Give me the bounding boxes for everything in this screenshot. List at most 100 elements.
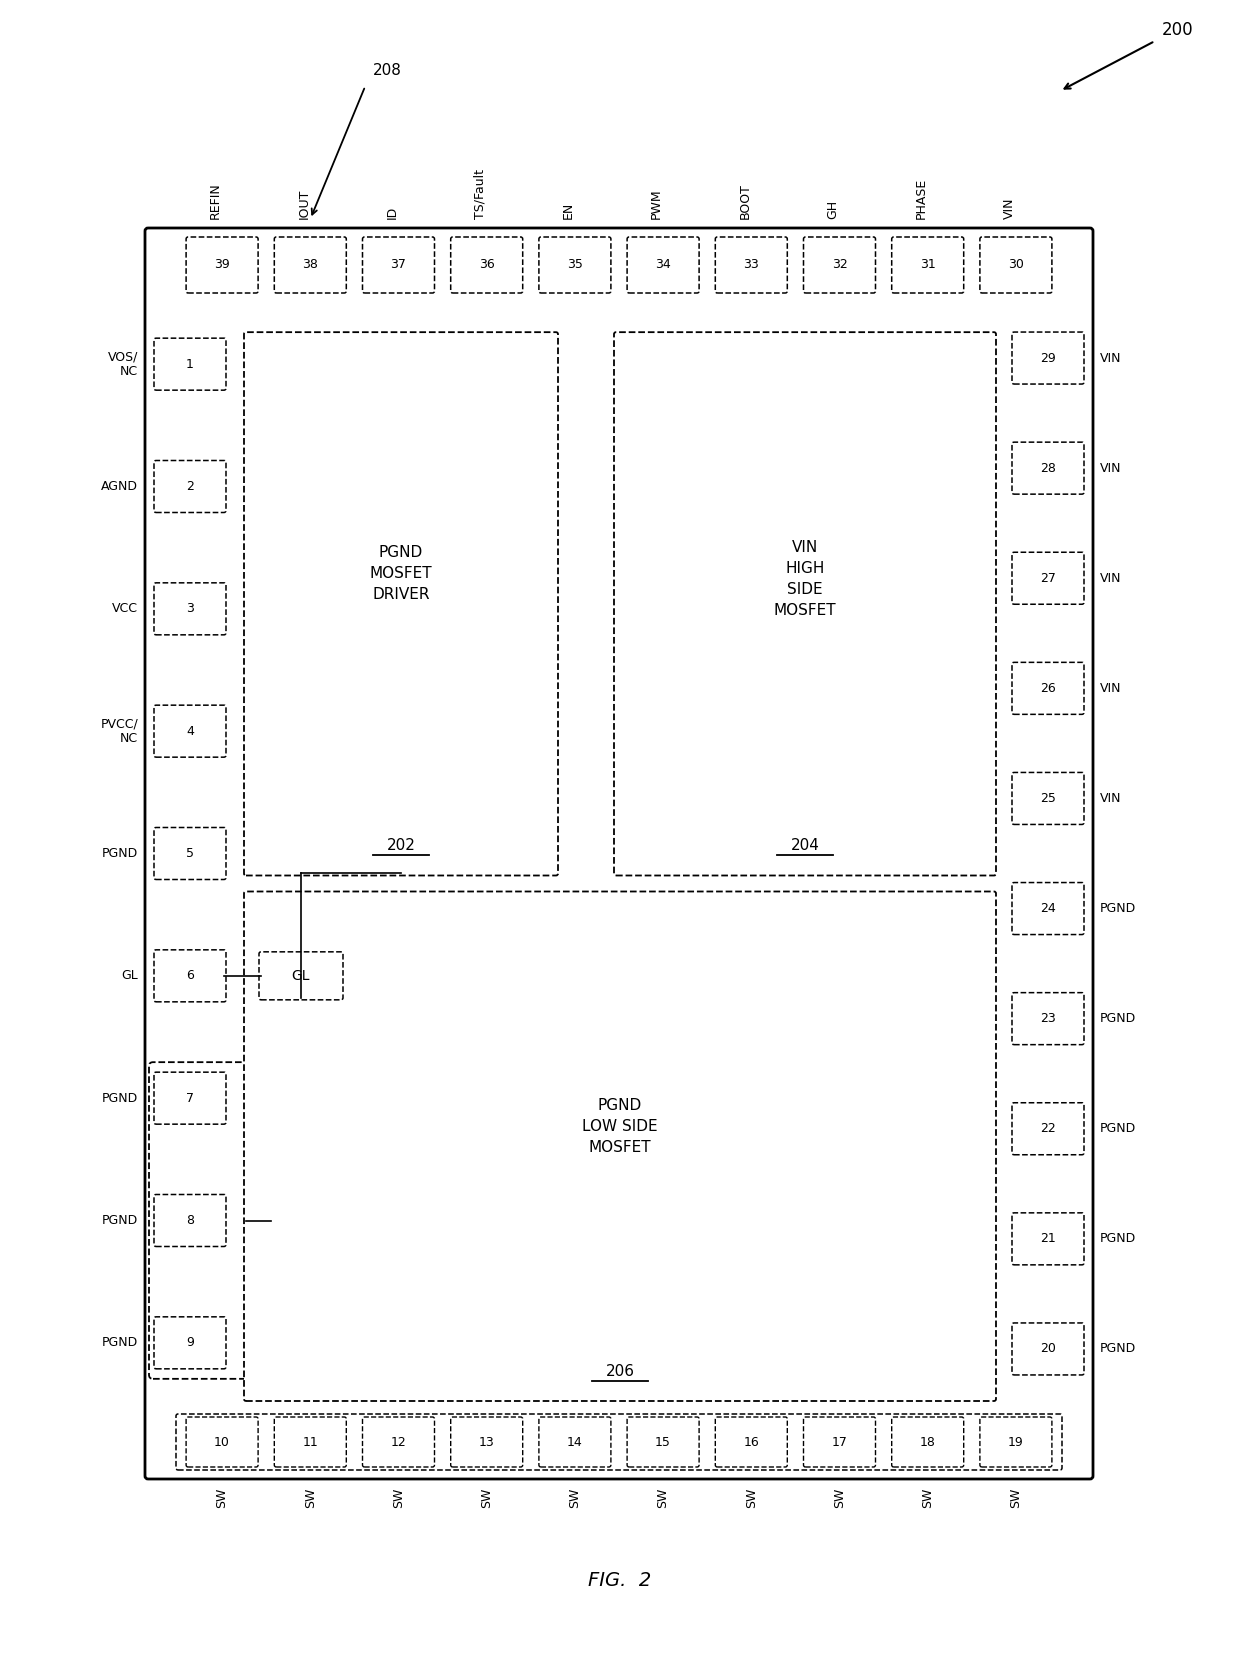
FancyBboxPatch shape [1012, 1322, 1084, 1375]
Text: VOS/
NC: VOS/ NC [108, 350, 138, 379]
Text: 28: 28 [1040, 462, 1056, 475]
Text: 34: 34 [655, 259, 671, 271]
FancyBboxPatch shape [154, 827, 226, 880]
Text: SW: SW [216, 1488, 228, 1508]
Text: SW: SW [568, 1488, 582, 1508]
FancyBboxPatch shape [627, 238, 699, 292]
Text: 2: 2 [186, 480, 193, 493]
Text: SW: SW [480, 1488, 494, 1508]
FancyBboxPatch shape [1012, 663, 1084, 714]
Text: 200: 200 [1162, 22, 1194, 38]
Text: PGND
MOSFET
DRIVER: PGND MOSFET DRIVER [370, 545, 433, 603]
FancyBboxPatch shape [154, 460, 226, 513]
Text: 24: 24 [1040, 902, 1056, 915]
Text: 18: 18 [920, 1435, 936, 1448]
Text: 1: 1 [186, 357, 193, 370]
Text: PGND: PGND [1100, 1232, 1136, 1246]
Text: PGND: PGND [102, 1214, 138, 1227]
FancyBboxPatch shape [980, 1417, 1052, 1467]
FancyBboxPatch shape [804, 238, 875, 292]
FancyBboxPatch shape [1012, 332, 1084, 384]
FancyBboxPatch shape [154, 339, 226, 390]
Text: 39: 39 [215, 259, 229, 271]
FancyBboxPatch shape [1012, 551, 1084, 605]
Text: VIN: VIN [1003, 198, 1016, 219]
Text: ID: ID [386, 206, 398, 219]
Text: 202: 202 [387, 839, 415, 854]
FancyBboxPatch shape [176, 1414, 1061, 1470]
Text: 4: 4 [186, 724, 193, 737]
Text: 23: 23 [1040, 1012, 1056, 1025]
Text: VIN: VIN [1100, 352, 1121, 364]
FancyBboxPatch shape [259, 952, 343, 1000]
Text: VIN: VIN [1100, 462, 1121, 475]
FancyBboxPatch shape [1012, 882, 1084, 935]
Text: PGND: PGND [1100, 902, 1136, 915]
Text: PGND: PGND [102, 847, 138, 860]
Text: SW: SW [1009, 1488, 1023, 1508]
Text: 15: 15 [655, 1435, 671, 1448]
FancyBboxPatch shape [154, 1071, 226, 1124]
Text: SW: SW [833, 1488, 846, 1508]
Text: 6: 6 [186, 970, 193, 982]
Text: 9: 9 [186, 1337, 193, 1349]
FancyBboxPatch shape [186, 1417, 258, 1467]
Text: REFIN: REFIN [210, 183, 222, 219]
Text: 204: 204 [791, 839, 820, 854]
FancyBboxPatch shape [154, 1194, 226, 1246]
Text: 16: 16 [744, 1435, 759, 1448]
FancyBboxPatch shape [980, 238, 1052, 292]
Text: VIN
HIGH
SIDE
MOSFET: VIN HIGH SIDE MOSFET [774, 540, 836, 618]
Text: PGND
LOW SIDE
MOSFET: PGND LOW SIDE MOSFET [583, 1098, 657, 1154]
Text: 37: 37 [391, 259, 407, 271]
Text: PGND: PGND [1100, 1342, 1136, 1355]
Text: VIN: VIN [1100, 792, 1121, 806]
Text: AGND: AGND [100, 480, 138, 493]
Text: 29: 29 [1040, 352, 1056, 364]
FancyBboxPatch shape [892, 238, 963, 292]
Text: 11: 11 [303, 1435, 319, 1448]
FancyBboxPatch shape [892, 1417, 963, 1467]
Text: 5: 5 [186, 847, 193, 860]
Text: GL: GL [122, 970, 138, 982]
Text: PWM: PWM [650, 188, 663, 219]
Text: VIN: VIN [1100, 683, 1121, 694]
Text: 208: 208 [373, 63, 402, 78]
Text: BOOT: BOOT [738, 183, 751, 219]
Text: 8: 8 [186, 1214, 193, 1227]
Text: FIG.  2: FIG. 2 [588, 1571, 652, 1591]
Text: 206: 206 [605, 1364, 635, 1379]
FancyBboxPatch shape [1012, 1213, 1084, 1264]
Text: EN: EN [562, 201, 575, 219]
FancyBboxPatch shape [154, 950, 226, 1002]
Text: 27: 27 [1040, 571, 1056, 585]
Text: SW: SW [304, 1488, 316, 1508]
FancyBboxPatch shape [149, 1061, 275, 1379]
Text: 20: 20 [1040, 1342, 1056, 1355]
Text: 31: 31 [920, 259, 935, 271]
FancyBboxPatch shape [154, 583, 226, 635]
FancyBboxPatch shape [539, 1417, 611, 1467]
FancyBboxPatch shape [154, 706, 226, 757]
FancyBboxPatch shape [450, 238, 523, 292]
FancyBboxPatch shape [186, 238, 258, 292]
Text: VCC: VCC [112, 603, 138, 615]
Text: TS/Fault: TS/Fault [474, 169, 486, 219]
FancyBboxPatch shape [244, 332, 558, 875]
FancyBboxPatch shape [715, 1417, 787, 1467]
FancyBboxPatch shape [804, 1417, 875, 1467]
Text: SW: SW [392, 1488, 405, 1508]
Text: SW: SW [921, 1488, 934, 1508]
FancyBboxPatch shape [450, 1417, 523, 1467]
FancyBboxPatch shape [244, 892, 996, 1400]
Text: 21: 21 [1040, 1232, 1056, 1246]
FancyBboxPatch shape [154, 1317, 226, 1369]
Text: 26: 26 [1040, 683, 1056, 694]
Text: PGND: PGND [1100, 1012, 1136, 1025]
Text: 3: 3 [186, 603, 193, 615]
FancyBboxPatch shape [145, 228, 1092, 1478]
Text: GH: GH [827, 199, 839, 219]
FancyBboxPatch shape [274, 238, 346, 292]
Text: 10: 10 [215, 1435, 231, 1448]
Text: SW: SW [657, 1488, 670, 1508]
